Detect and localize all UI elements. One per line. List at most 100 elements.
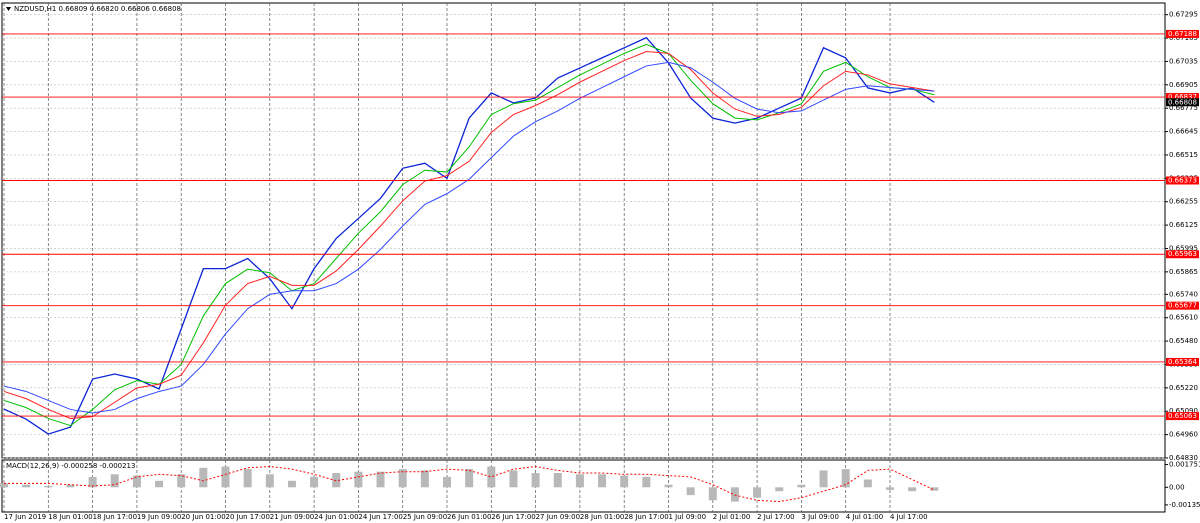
x-tick-label: 26 Jun 17:00: [491, 513, 535, 521]
y-tick-label: 0.65995: [1169, 244, 1198, 252]
level-tag: [1166, 176, 1199, 185]
macd-bar: [708, 487, 717, 501]
macd-bar: [66, 484, 75, 488]
macd-bar: [465, 469, 474, 488]
level-label: 0.65063: [1168, 412, 1197, 420]
macd-bar: [686, 487, 695, 496]
y-tick-label: 0.66645: [1169, 128, 1198, 136]
y-tick-label: 0.66255: [1169, 198, 1198, 206]
macd-bar: [730, 487, 739, 502]
y-tick-label: 0.64830: [1169, 454, 1198, 462]
y-tick-label: 0.67295: [1169, 11, 1198, 19]
x-tick-label: 28 Jun 01:00: [580, 513, 624, 521]
x-tick-label: 20 Jun 17:00: [226, 513, 270, 521]
x-tick-label: 2 Jul 01:00: [713, 513, 751, 521]
macd-bar: [177, 474, 186, 488]
macd-bar: [376, 471, 385, 488]
macd-bar: [841, 469, 850, 488]
macd-bar: [155, 480, 164, 488]
macd-bar: [531, 473, 540, 488]
series-line: [3, 36, 935, 435]
x-tick-label: 18 Jun 01:00: [48, 513, 92, 521]
macd-bar: [775, 487, 784, 492]
macd-bar: [420, 470, 429, 488]
series-line: [3, 61, 935, 414]
price-tag: [1166, 98, 1199, 107]
x-tick-label: 19 Jun 09:00: [137, 513, 181, 521]
x-tick-label: 24 Jun 17:00: [358, 513, 402, 521]
macd-bar: [44, 486, 53, 488]
y-tick-label: 0.65220: [1169, 384, 1198, 392]
macd-bar: [664, 484, 673, 488]
macd-bar: [553, 473, 562, 488]
macd-title: MACD(12,26,9) -0.000258 -0.000213: [6, 462, 135, 470]
macd-bar: [642, 476, 651, 488]
level-tag: [1166, 357, 1199, 366]
macd-bar: [398, 469, 407, 488]
level-label: 0.65364: [1168, 358, 1197, 366]
x-tick-label: 20 Jun 01:00: [181, 513, 225, 521]
macd-bar: [0, 483, 8, 488]
y-tick-label: 0.67035: [1169, 57, 1198, 65]
level-tag: [1166, 93, 1199, 102]
x-tick-label: 18 Jun 17:00: [93, 513, 137, 521]
x-tick-label: 28 Jun 17:00: [624, 513, 668, 521]
y-tick-label: 0.64960: [1169, 431, 1198, 439]
x-tick-label: 24 Jun 01:00: [314, 513, 358, 521]
macd-bar: [332, 473, 341, 488]
macd-bar: [132, 475, 141, 488]
y-tick-label: 0.66775: [1169, 104, 1198, 112]
macd-bar: [487, 466, 496, 488]
macd-bar: [753, 487, 762, 498]
macd-bar: [287, 480, 296, 488]
y-tick-label: 0.65090: [1169, 407, 1198, 415]
macd-bar: [354, 471, 363, 488]
macd-bar: [797, 484, 806, 488]
menu-arrow: [6, 7, 11, 11]
x-tick-label: 4 Jul 17:00: [890, 513, 928, 521]
level-label: 0.65677: [1168, 302, 1197, 310]
macd-bar: [930, 487, 939, 491]
level-label: 0.66373: [1168, 177, 1197, 185]
x-tick-label: 2 Jul 17:00: [757, 513, 795, 521]
level-tag: [1166, 301, 1199, 310]
x-tick-label: 1 Jul 09:00: [669, 513, 707, 521]
x-tick-label: 4 Jul 01:00: [846, 513, 884, 521]
x-tick-label: 26 Jun 01:00: [447, 513, 491, 521]
level-tag: [1166, 29, 1199, 38]
y-tick-label: 0.66515: [1169, 151, 1198, 159]
macd-bar: [22, 484, 31, 488]
y-tick-label: 0.66905: [1169, 81, 1198, 89]
macd-bar: [110, 474, 119, 488]
x-tick-label: 17 Jun 2019: [4, 513, 46, 521]
macd-bar: [443, 476, 451, 488]
chart-title: NZDUSD,H1 0.66809 0.66820 0.66806 0.6680…: [14, 5, 181, 13]
macd-bar: [620, 475, 629, 488]
macd-bar: [265, 474, 274, 488]
y-tick-label: 0.66125: [1169, 221, 1198, 229]
macd-bar: [199, 467, 208, 488]
macd-bar: [598, 474, 607, 488]
y-tick-label: 0.65865: [1169, 268, 1198, 276]
y-tick-label: 0.65610: [1169, 314, 1198, 322]
y-tick-label: 0.67165: [1169, 34, 1198, 42]
y-tick-label: -0.001355: [1169, 501, 1200, 509]
x-tick-label: 3 Jul 09:00: [801, 513, 839, 521]
y-tick-label: 0.00: [1169, 483, 1185, 491]
series-line: [4, 465, 935, 503]
level-tag: [1166, 250, 1199, 259]
y-tick-label: 0.65480: [1169, 337, 1198, 345]
x-tick-label: 27 Jun 09:00: [536, 513, 580, 521]
macd-bar: [509, 470, 518, 488]
macd-bar: [575, 474, 584, 488]
x-tick-label: 25 Jun 09:00: [403, 513, 447, 521]
level-label: 0.67188: [1168, 30, 1197, 38]
macd-bar: [88, 476, 97, 488]
macd-bar: [863, 479, 872, 488]
y-tick-label: 0.001751: [1169, 461, 1200, 469]
x-tick-label: 21 Jun 09:00: [270, 513, 314, 521]
macd-bar: [221, 466, 230, 488]
